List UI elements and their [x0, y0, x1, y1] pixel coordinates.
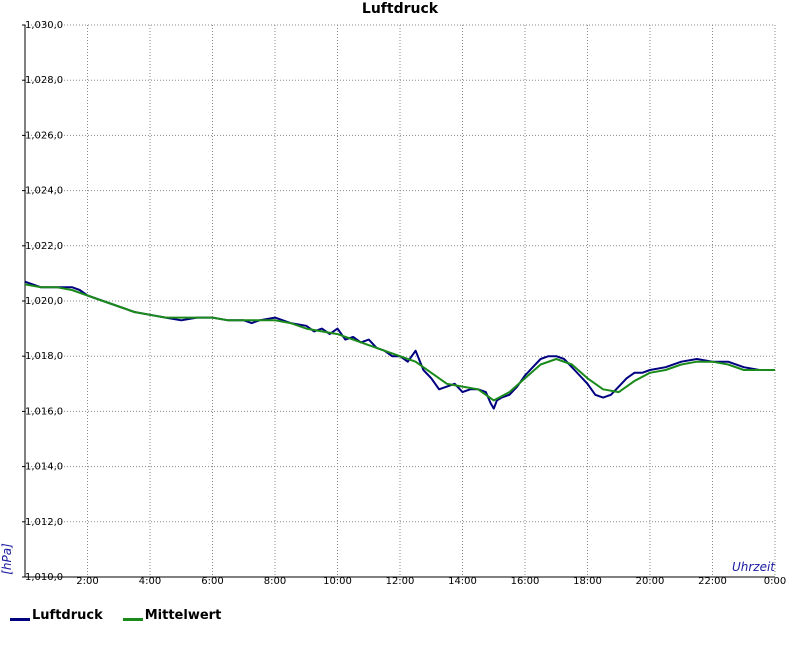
x-tick-label: 12:00 [386, 576, 415, 587]
x-tick-label: 10:00 [323, 576, 352, 587]
y-tick-labels: 1,010,0 1,012,0 1,014,0 1,016,0 1,018,0 1,020… [25, 20, 63, 583]
legend-swatch-mittelwert [122, 618, 143, 621]
x-tick-label: 0:00 [764, 576, 786, 587]
y-tick-label: 1,026,0 [25, 130, 63, 141]
x-tick-label: 18:00 [573, 576, 602, 587]
x-tick-labels: 2:00 4:00 6:00 8:00 10:00 12:00 14:00 16:00 18:0… [76, 576, 786, 587]
legend-label-mittelwert: Mittelwert [144, 608, 222, 623]
x-tick-label: 8:00 [264, 576, 286, 587]
y-tick-label: 1,012,0 [25, 517, 63, 528]
x-tick-label: 22:00 [698, 576, 727, 587]
grid-lines [22, 24, 776, 578]
y-tick-label: 1,020,0 [25, 296, 63, 307]
y-axis-label: [hPa] [0, 543, 14, 575]
x-tick-label: 20:00 [636, 576, 665, 587]
legend-item-mittelwert[interactable]: Mittelwert [122, 608, 222, 623]
y-tick-label: 1,028,0 [25, 75, 63, 86]
x-axis-label: Uhrzeit [732, 560, 776, 574]
y-tick-label: 1,022,0 [25, 241, 63, 252]
series-line-mittelwert [24, 283, 775, 402]
y-tick-label: 1,014,0 [25, 462, 63, 473]
x-tick-label: 2:00 [76, 576, 98, 587]
x-tick-label: 4:00 [139, 576, 161, 587]
y-tick-label: 1,024,0 [25, 186, 63, 197]
legend-swatch-luftdruck [10, 618, 30, 621]
x-tick-label: 14:00 [448, 576, 477, 587]
y-tick-label: 1,018,0 [25, 351, 63, 362]
y-tick-label: 1,016,0 [25, 406, 63, 417]
x-tick-label: 16:00 [511, 576, 540, 587]
y-tick-label: 1,030,0 [25, 20, 63, 31]
y-tick-label: 1,010,0 [25, 572, 63, 583]
axes [24, 25, 775, 578]
legend-label-luftdruck: Luftdruck [32, 608, 103, 623]
x-tick-label: 6:00 [201, 576, 223, 587]
chart-legend: Luftdruck Mittelwert [10, 608, 221, 623]
legend-item-luftdruck[interactable]: Luftdruck [10, 608, 103, 623]
series-lines [24, 280, 775, 410]
chart-title: Luftdruck [362, 1, 439, 17]
